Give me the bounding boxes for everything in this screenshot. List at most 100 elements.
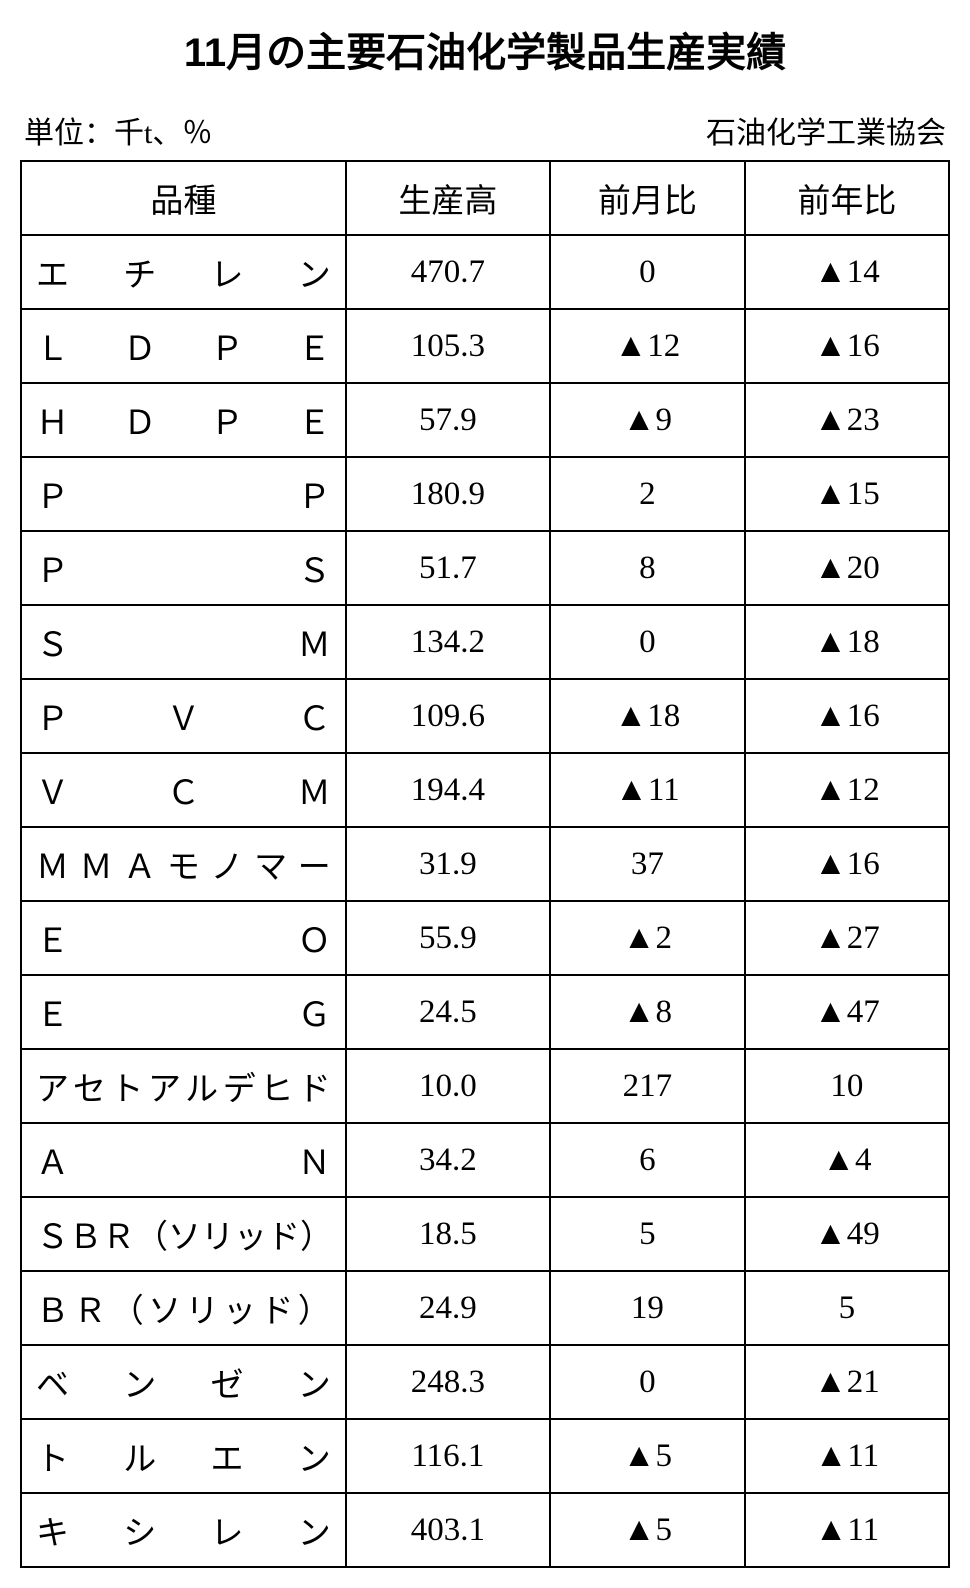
table-row: ＳＭ134.20▲18 [21,605,949,679]
production-table: 品種 生産高 前月比 前年比 エチレン470.70▲14ＬＤＰＥ105.3▲12… [20,160,950,1568]
cell-yoy: ▲16 [745,679,949,753]
table-row: ＥＯ55.9▲2▲27 [21,901,949,975]
cell-production: 10.0 [346,1049,550,1123]
table-row: ＬＤＰＥ105.3▲12▲16 [21,309,949,383]
cell-name: ＭＭＡモノマー [21,827,346,901]
table-row: トルエン116.1▲5▲11 [21,1419,949,1493]
col-header-yoy: 前年比 [745,161,949,235]
cell-mom: 217 [550,1049,745,1123]
table-row: ＰＳ51.78▲20 [21,531,949,605]
cell-production: 18.5 [346,1197,550,1271]
cell-yoy: ▲21 [745,1345,949,1419]
table-row: ＳＢＲ（ソリッド）18.55▲49 [21,1197,949,1271]
cell-name: キシレン [21,1493,346,1567]
table-row: ＨＤＰＥ57.9▲9▲23 [21,383,949,457]
cell-name: ベンゼン [21,1345,346,1419]
table-row: ＰＰ180.92▲15 [21,457,949,531]
cell-production: 194.4 [346,753,550,827]
cell-mom: 6 [550,1123,745,1197]
cell-production: 31.9 [346,827,550,901]
cell-mom: ▲5 [550,1419,745,1493]
cell-production: 109.6 [346,679,550,753]
table-row: エチレン470.70▲14 [21,235,949,309]
cell-mom: ▲5 [550,1493,745,1567]
cell-name: ＳＢＲ（ソリッド） [21,1197,346,1271]
cell-mom: 8 [550,531,745,605]
cell-production: 470.7 [346,235,550,309]
cell-name: ＡＮ [21,1123,346,1197]
cell-name: ＢＲ（ソリッド） [21,1271,346,1345]
cell-production: 51.7 [346,531,550,605]
subheader-row: 単位：千t、％ 石油化学工業協会 [20,108,950,152]
unit-label: 単位：千t、％ [24,108,212,152]
cell-production: 34.2 [346,1123,550,1197]
cell-yoy: ▲11 [745,1419,949,1493]
cell-mom: 2 [550,457,745,531]
cell-name: ＨＤＰＥ [21,383,346,457]
cell-production: 105.3 [346,309,550,383]
cell-yoy: ▲16 [745,309,949,383]
cell-mom: ▲2 [550,901,745,975]
page-title: 11月の主要石油化学製品生産実績 [20,20,950,78]
table-row: ＶＣＭ194.4▲11▲12 [21,753,949,827]
table-row: ＭＭＡモノマー31.937▲16 [21,827,949,901]
cell-mom: 0 [550,605,745,679]
cell-mom: ▲8 [550,975,745,1049]
cell-yoy: 10 [745,1049,949,1123]
cell-name: ＰＶＣ [21,679,346,753]
cell-name: ＥＧ [21,975,346,1049]
table-row: アセトアルデヒド10.021710 [21,1049,949,1123]
cell-mom: ▲9 [550,383,745,457]
cell-yoy: ▲11 [745,1493,949,1567]
table-row: キシレン403.1▲5▲11 [21,1493,949,1567]
cell-name: ＥＯ [21,901,346,975]
cell-name: アセトアルデヒド [21,1049,346,1123]
cell-name: ＰＳ [21,531,346,605]
cell-name: トルエン [21,1419,346,1493]
cell-yoy: ▲47 [745,975,949,1049]
cell-production: 248.3 [346,1345,550,1419]
cell-mom: ▲18 [550,679,745,753]
table-row: ＰＶＣ109.6▲18▲16 [21,679,949,753]
cell-production: 55.9 [346,901,550,975]
cell-mom: 0 [550,1345,745,1419]
cell-mom: 0 [550,235,745,309]
table-row: ＡＮ34.26▲4 [21,1123,949,1197]
cell-mom: 19 [550,1271,745,1345]
cell-production: 116.1 [346,1419,550,1493]
cell-yoy: ▲4 [745,1123,949,1197]
cell-name: ＬＤＰＥ [21,309,346,383]
table-row: ベンゼン248.30▲21 [21,1345,949,1419]
cell-yoy: ▲20 [745,531,949,605]
cell-production: 57.9 [346,383,550,457]
cell-mom: 5 [550,1197,745,1271]
cell-production: 134.2 [346,605,550,679]
cell-name: ＳＭ [21,605,346,679]
cell-yoy: ▲14 [745,235,949,309]
cell-yoy: ▲18 [745,605,949,679]
cell-yoy: ▲15 [745,457,949,531]
cell-yoy: ▲27 [745,901,949,975]
col-header-name: 品種 [21,161,346,235]
cell-yoy: ▲23 [745,383,949,457]
table-header-row: 品種 生産高 前月比 前年比 [21,161,949,235]
cell-name: ＰＰ [21,457,346,531]
col-header-production: 生産高 [346,161,550,235]
cell-yoy: ▲12 [745,753,949,827]
cell-production: 24.5 [346,975,550,1049]
table-row: ＢＲ（ソリッド）24.9195 [21,1271,949,1345]
cell-name: ＶＣＭ [21,753,346,827]
cell-yoy: ▲49 [745,1197,949,1271]
cell-mom: 37 [550,827,745,901]
cell-yoy: ▲16 [745,827,949,901]
cell-mom: ▲12 [550,309,745,383]
cell-production: 24.9 [346,1271,550,1345]
table-row: ＥＧ24.5▲8▲47 [21,975,949,1049]
cell-production: 180.9 [346,457,550,531]
source-label: 石油化学工業協会 [706,108,946,152]
col-header-mom: 前月比 [550,161,745,235]
cell-mom: ▲11 [550,753,745,827]
cell-yoy: 5 [745,1271,949,1345]
cell-production: 403.1 [346,1493,550,1567]
cell-name: エチレン [21,235,346,309]
